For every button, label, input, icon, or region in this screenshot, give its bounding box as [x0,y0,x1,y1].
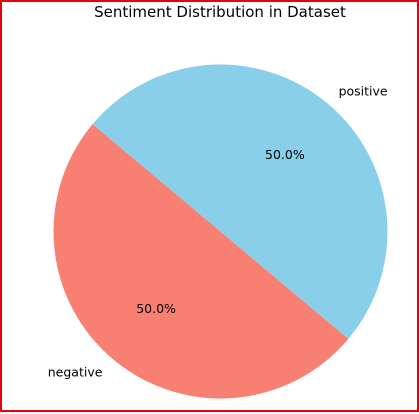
pie-slices [53,64,388,399]
chart-title: Sentiment Distribution in Dataset [94,3,346,21]
slice-pct-positive: 50.0% [265,147,305,162]
pie-labels: negative 50.0% positive 50.0% [48,83,388,379]
slice-label-negative: negative [48,365,103,380]
slice-pct-negative: 50.0% [136,301,176,316]
slice-label-positive: positive [339,83,388,98]
pie-slice-positive [92,64,388,339]
pie-slice-negative [53,124,349,399]
